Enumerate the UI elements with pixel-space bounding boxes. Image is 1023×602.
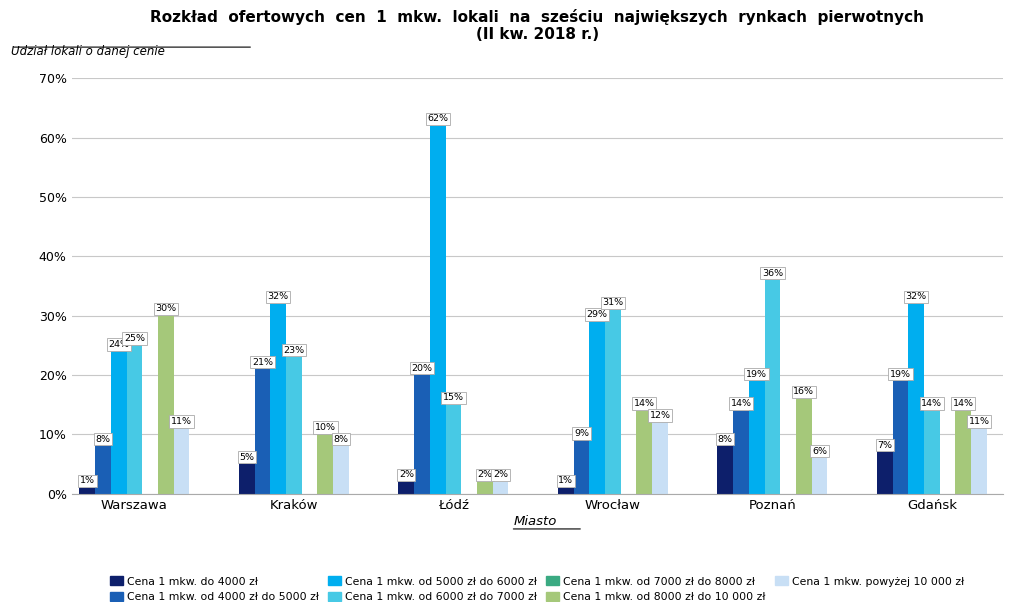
Text: 2%: 2% bbox=[399, 470, 413, 479]
Text: 62%: 62% bbox=[428, 114, 448, 123]
Title: Rozkład  ofertowych  cen  1  mkw.  lokali  na  sześciu  największych  rynkach  p: Rozkład ofertowych cen 1 mkw. lokali na … bbox=[150, 9, 924, 42]
Bar bbox=[174, 429, 189, 494]
Text: 14%: 14% bbox=[634, 399, 655, 408]
Bar bbox=[477, 482, 493, 494]
Bar bbox=[574, 440, 589, 494]
Text: 14%: 14% bbox=[952, 399, 974, 408]
Text: 29%: 29% bbox=[587, 310, 608, 319]
Bar bbox=[877, 452, 893, 494]
Bar bbox=[717, 446, 733, 494]
Text: 1%: 1% bbox=[80, 476, 95, 485]
Text: 21%: 21% bbox=[252, 358, 273, 367]
Bar bbox=[80, 488, 95, 494]
Bar bbox=[95, 446, 110, 494]
Text: 15%: 15% bbox=[443, 393, 463, 402]
Bar bbox=[796, 399, 811, 494]
Bar bbox=[749, 381, 764, 494]
Text: 25%: 25% bbox=[124, 334, 145, 343]
Bar bbox=[493, 482, 508, 494]
Text: 2%: 2% bbox=[478, 470, 492, 479]
Bar bbox=[908, 304, 924, 494]
Text: 19%: 19% bbox=[746, 370, 767, 379]
Text: 11%: 11% bbox=[171, 417, 192, 426]
Text: 11%: 11% bbox=[969, 417, 989, 426]
Text: 31%: 31% bbox=[603, 299, 623, 307]
Text: 14%: 14% bbox=[922, 399, 942, 408]
Bar bbox=[811, 458, 828, 494]
Text: 5%: 5% bbox=[239, 453, 255, 462]
Bar bbox=[589, 321, 605, 494]
Bar bbox=[764, 280, 781, 494]
Legend: Cena 1 mkw. do 4000 zł, Cena 1 mkw. od 4000 zł do 5000 zł, Cena 1 mkw. od 5000 z: Cena 1 mkw. do 4000 zł, Cena 1 mkw. od 4… bbox=[105, 572, 969, 602]
Bar bbox=[430, 126, 446, 494]
Bar bbox=[924, 411, 940, 494]
Bar bbox=[333, 446, 349, 494]
Text: 24%: 24% bbox=[108, 340, 129, 349]
Bar bbox=[398, 482, 414, 494]
Text: 10%: 10% bbox=[315, 423, 336, 432]
Bar bbox=[317, 434, 333, 494]
Text: 8%: 8% bbox=[333, 435, 349, 444]
Text: 23%: 23% bbox=[283, 346, 305, 355]
Text: Udział lokali o danej cenie: Udział lokali o danej cenie bbox=[11, 45, 165, 58]
Text: 8%: 8% bbox=[718, 435, 732, 444]
Bar bbox=[652, 423, 668, 494]
Text: 36%: 36% bbox=[762, 268, 783, 278]
Text: 14%: 14% bbox=[730, 399, 752, 408]
Text: 19%: 19% bbox=[890, 370, 910, 379]
Bar bbox=[446, 405, 461, 494]
Bar bbox=[971, 429, 987, 494]
Text: 32%: 32% bbox=[268, 293, 288, 302]
Text: 2%: 2% bbox=[493, 470, 508, 479]
Text: Miasto: Miasto bbox=[514, 515, 558, 528]
Bar bbox=[286, 357, 302, 494]
Text: 7%: 7% bbox=[878, 441, 892, 450]
Bar bbox=[239, 464, 255, 494]
Bar bbox=[893, 381, 908, 494]
Text: 1%: 1% bbox=[559, 476, 573, 485]
Bar bbox=[955, 411, 971, 494]
Text: 8%: 8% bbox=[95, 435, 110, 444]
Bar bbox=[158, 315, 174, 494]
Bar bbox=[636, 411, 652, 494]
Bar bbox=[414, 375, 430, 494]
Bar bbox=[255, 369, 270, 494]
Bar bbox=[270, 304, 286, 494]
Bar bbox=[605, 309, 621, 494]
Text: 32%: 32% bbox=[905, 293, 927, 302]
Text: 6%: 6% bbox=[812, 447, 827, 456]
Bar bbox=[127, 346, 142, 494]
Bar bbox=[110, 351, 127, 494]
Text: 9%: 9% bbox=[574, 429, 589, 438]
Text: 12%: 12% bbox=[650, 411, 670, 420]
Bar bbox=[558, 488, 574, 494]
Text: 20%: 20% bbox=[411, 364, 433, 373]
Text: 30%: 30% bbox=[155, 304, 176, 313]
Text: 16%: 16% bbox=[793, 387, 814, 396]
Bar bbox=[733, 411, 749, 494]
